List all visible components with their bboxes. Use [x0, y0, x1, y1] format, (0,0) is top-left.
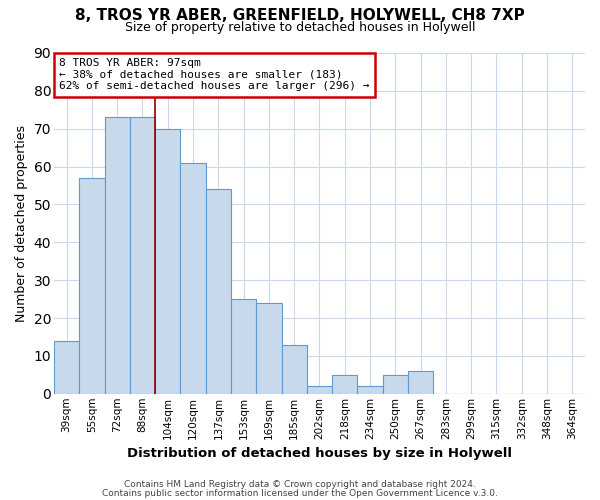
Bar	[54, 341, 79, 394]
Text: Contains HM Land Registry data © Crown copyright and database right 2024.: Contains HM Land Registry data © Crown c…	[124, 480, 476, 489]
Bar	[307, 386, 332, 394]
Text: Contains public sector information licensed under the Open Government Licence v.: Contains public sector information licen…	[102, 488, 498, 498]
Bar	[358, 386, 383, 394]
Bar	[256, 303, 281, 394]
Bar	[231, 299, 256, 394]
X-axis label: Distribution of detached houses by size in Holywell: Distribution of detached houses by size …	[127, 447, 512, 460]
Bar	[79, 178, 104, 394]
Text: 8, TROS YR ABER, GREENFIELD, HOLYWELL, CH8 7XP: 8, TROS YR ABER, GREENFIELD, HOLYWELL, C…	[75, 8, 525, 22]
Text: Size of property relative to detached houses in Holywell: Size of property relative to detached ho…	[125, 22, 475, 35]
Bar	[104, 118, 130, 394]
Text: 8 TROS YR ABER: 97sqm
← 38% of detached houses are smaller (183)
62% of semi-det: 8 TROS YR ABER: 97sqm ← 38% of detached …	[59, 58, 370, 92]
Bar	[332, 375, 358, 394]
Bar	[206, 190, 231, 394]
Bar	[383, 375, 408, 394]
Bar	[155, 128, 181, 394]
Bar	[408, 371, 433, 394]
Bar	[181, 163, 206, 394]
Bar	[281, 344, 307, 394]
Y-axis label: Number of detached properties: Number of detached properties	[15, 125, 28, 322]
Bar	[130, 118, 155, 394]
